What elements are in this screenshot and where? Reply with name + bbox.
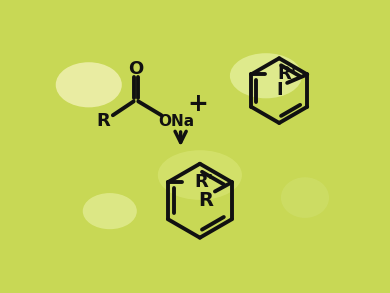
Text: R: R <box>198 191 213 210</box>
Ellipse shape <box>281 177 329 218</box>
Text: R: R <box>97 113 110 130</box>
Ellipse shape <box>83 193 137 229</box>
Ellipse shape <box>230 53 302 98</box>
Ellipse shape <box>56 62 122 107</box>
Text: R': R' <box>277 65 297 84</box>
Text: I: I <box>276 81 283 99</box>
Ellipse shape <box>158 150 242 200</box>
Text: +: + <box>187 93 208 116</box>
Text: ONa: ONa <box>158 114 194 129</box>
Text: O: O <box>128 60 144 78</box>
Text: R': R' <box>194 173 213 191</box>
